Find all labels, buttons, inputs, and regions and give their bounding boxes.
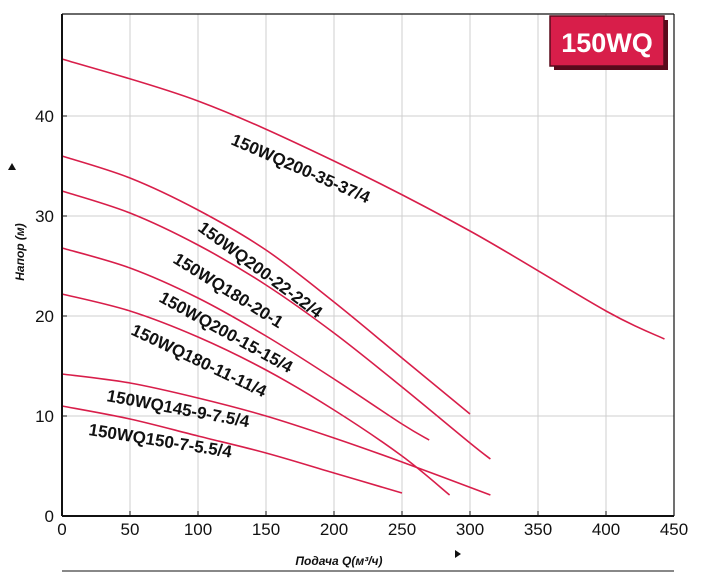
y-axis-title: Напор (м) bbox=[13, 223, 27, 281]
x-axis-arrow-icon bbox=[455, 550, 461, 558]
x-tick-label: 200 bbox=[320, 520, 348, 539]
x-tick-label: 350 bbox=[524, 520, 552, 539]
curve-4 bbox=[61, 247, 430, 441]
badge-text: 150WQ bbox=[561, 28, 653, 58]
performance-curves bbox=[61, 58, 665, 496]
grid-lines bbox=[62, 14, 674, 516]
x-tick-label: 150 bbox=[252, 520, 280, 539]
curve-7 bbox=[61, 405, 403, 494]
model-badge: 150WQ bbox=[549, 15, 668, 70]
y-tick-label: 40 bbox=[35, 107, 54, 126]
x-tick-label: 0 bbox=[57, 520, 66, 539]
y-tick-label: 0 bbox=[45, 507, 54, 526]
x-tick-label: 250 bbox=[388, 520, 416, 539]
y-tick-label: 10 bbox=[35, 407, 54, 426]
y-axis-arrow-icon bbox=[8, 163, 16, 170]
x-tick-label: 50 bbox=[121, 520, 140, 539]
y-tick-label: 20 bbox=[35, 307, 54, 326]
x-tick-label: 450 bbox=[660, 520, 688, 539]
curve-2 bbox=[61, 155, 471, 415]
tick-labels: 0 50 100 150 200 250 300 350 400 450 0 10 20 30 40 bbox=[35, 107, 688, 539]
curve-5 bbox=[61, 293, 451, 496]
badge-box bbox=[549, 15, 665, 67]
x-tick-label: 100 bbox=[184, 520, 212, 539]
x-tick-label: 300 bbox=[456, 520, 484, 539]
axes bbox=[61, 13, 675, 517]
curve-6 bbox=[61, 373, 491, 496]
y-tick-label: 30 bbox=[35, 207, 54, 226]
x-axis-title: Подача Q(м³/ч) bbox=[295, 554, 382, 568]
x-tick-label: 400 bbox=[592, 520, 620, 539]
curve-1 bbox=[61, 58, 665, 340]
curve-3 bbox=[61, 190, 491, 460]
